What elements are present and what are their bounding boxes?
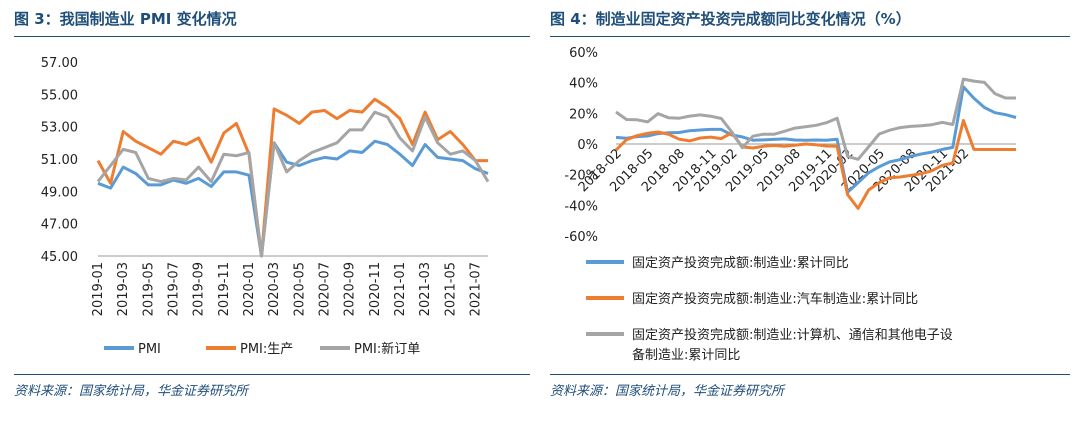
legend-label-2: PMI:新订单 [354,341,420,357]
series-line-2 [96,110,490,258]
series-line-1 [96,97,488,258]
legend-label-2: 固定资产投资完成额:制造业:计算机、通信和其他电子设 [632,327,953,343]
x-tick-label: 2020-05 [292,262,307,316]
x-tick-label: 2021-07 [468,262,483,316]
series-line-0 [97,139,489,258]
left-source-note: 资料来源：国家统计局，华金证券研究所 [14,384,249,399]
right-source-rule [550,374,1070,375]
x-tick-label: 2019-05 [141,262,156,316]
x-tick-label: 2020-03 [267,262,282,316]
legend-label-1: PMI:生产 [240,342,293,357]
y-tick-label: 45.00 [41,250,78,265]
right-title-rule [550,36,1070,37]
y-tick-label: -20% [564,169,598,184]
x-tick-label: 2020-01 [242,262,257,316]
x-tick-label: 2019-07 [166,262,181,316]
right-source-note: 资料来源：国家统计局，华金证券研究所 [550,384,785,399]
y-tick-label: 0% [577,138,598,153]
y-tick-label: 47.00 [41,218,78,233]
left-panel-title: 图 3：我国制造业 PMI 变化情况 [14,10,237,28]
x-tick-label: 2021-01 [393,262,408,316]
x-tick-label: 2019-09 [192,262,207,316]
series-line-2 [615,77,1016,161]
y-tick-label: 20% [569,107,598,122]
left-title-rule [14,36,530,37]
series-line-1 [614,119,1016,210]
legend-label-1: 固定资产投资完成额:制造业:汽车制造业:累计同比 [632,291,918,307]
x-tick-label: 2020-09 [343,262,358,316]
y-tick-label: 51.00 [41,153,78,168]
y-tick-label: -40% [564,199,598,214]
y-tick-label: -60% [564,230,598,245]
x-tick-label: 2020-11 [368,262,383,316]
x-tick-label: 2021-03 [418,262,433,316]
right-panel-title: 图 4：制造业固定资产投资完成额同比变化情况（%） [550,10,911,28]
left-source-rule [14,374,530,375]
x-tick-label: 2020-07 [317,262,332,316]
y-tick-label: 53.00 [41,121,78,136]
x-tick-label: 2019-11 [217,262,232,316]
series-line-0 [615,85,1017,194]
legend-label-0: 固定资产投资完成额:制造业:累计同比 [632,255,849,271]
y-tick-label: 49.00 [41,185,78,200]
y-tick-label: 40% [569,77,598,92]
x-tick-label: 2019-01 [91,262,106,316]
x-tick-label: 2019-03 [116,262,131,316]
x-tick-label: 2021-05 [443,262,458,316]
legend-label-2: 备制造业:累计同比 [632,347,740,363]
y-tick-label: 60% [569,46,598,61]
legend-label-0: PMI [138,342,161,357]
y-tick-label: 55.00 [41,88,78,103]
y-tick-label: 57.00 [41,56,78,71]
